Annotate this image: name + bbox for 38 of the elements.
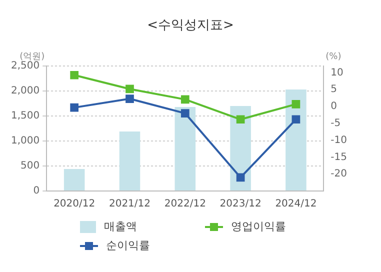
y2-tick-label: 5 xyxy=(330,84,338,96)
y-tick-label: 500 xyxy=(20,160,40,172)
point xyxy=(70,103,79,112)
point xyxy=(236,115,245,124)
point xyxy=(180,109,190,118)
x-tick-label: 2022/12 xyxy=(164,198,206,210)
point xyxy=(292,100,300,108)
y2-tick-label: -20 xyxy=(330,168,348,180)
y-tick-label: 1,500 xyxy=(10,110,40,122)
y2-tick-label: 0 xyxy=(330,101,338,112)
bar xyxy=(64,169,85,190)
legend-label: 순이익률 xyxy=(106,238,150,253)
point xyxy=(126,84,134,94)
y2-tick-label: -5 xyxy=(330,118,341,130)
point xyxy=(126,94,134,103)
y-tick-label: 0 xyxy=(33,186,40,197)
x-tick-label: 2021/12 xyxy=(108,198,151,210)
bar xyxy=(286,90,306,190)
bar xyxy=(119,132,140,190)
point xyxy=(180,95,190,104)
y2-tick-label: -15 xyxy=(330,152,348,163)
x-tick-label: 2023/12 xyxy=(220,198,262,210)
y-tick-label: 1,000 xyxy=(10,136,40,147)
point xyxy=(236,173,245,182)
chart-title: <수익성지표> xyxy=(146,17,235,35)
y-tick-label: 2,500 xyxy=(10,60,40,72)
legend-label: 영업이익률 xyxy=(231,219,286,234)
point xyxy=(70,70,79,80)
y-tick-label: 2,000 xyxy=(10,86,40,97)
y-axis-title: (억원) xyxy=(20,52,45,62)
y2-tick-label: 10 xyxy=(330,67,344,78)
x-tick-label: 2020/12 xyxy=(54,198,96,210)
legend-label: 매출액 xyxy=(104,219,137,234)
y2-tick-label: -10 xyxy=(330,134,348,146)
x-tick-label: 2024/12 xyxy=(275,198,317,210)
y2-axis-title: (%) xyxy=(326,52,342,62)
bar xyxy=(174,107,196,190)
point xyxy=(292,115,300,124)
